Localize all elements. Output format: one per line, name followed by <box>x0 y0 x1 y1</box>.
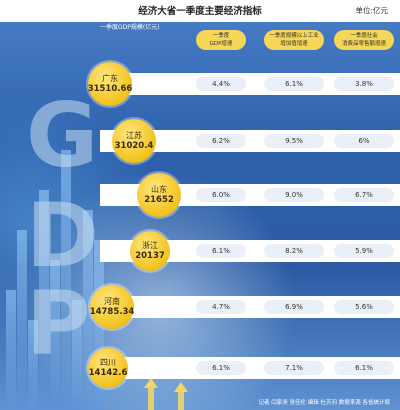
province-gdp-badge: 江苏 31020.4 <box>112 119 156 163</box>
decorative-bar <box>17 230 27 410</box>
table-row <box>100 73 400 95</box>
column-header-gdp-growth: 一季度 GDP增速 <box>196 30 246 50</box>
gdp-value: 21652 <box>144 195 174 205</box>
decorative-bar <box>50 260 60 410</box>
table-cell-gdp-growth: 6.0% <box>196 188 246 202</box>
table-cell-retail-growth: 6.7% <box>334 188 394 202</box>
province-gdp-badge: 河南 14785.34 <box>90 285 134 329</box>
province-gdp-badge: 广东 31510.66 <box>88 62 132 106</box>
table-cell-retail-growth: 5.6% <box>334 300 394 314</box>
table-cell-gdp-growth: 6.1% <box>196 361 246 375</box>
table-row <box>100 357 400 379</box>
gdp-value: 31020.4 <box>114 141 154 151</box>
province-name: 广东 <box>102 74 118 83</box>
table-cell-retail-growth: 6.1% <box>334 361 394 375</box>
gdp-value: 20137 <box>135 251 165 261</box>
background-letter-p: P <box>26 272 91 375</box>
credits-footer: 记者 闫家尧 张佳伦 编辑 杜芳羽 数据来源 各省统计局 <box>258 400 391 406</box>
province-gdp-badge: 浙江 20137 <box>130 231 170 271</box>
background-letter-g: G <box>26 84 99 187</box>
province-name: 浙江 <box>142 241 158 250</box>
table-cell-industry-growth: 7.1% <box>264 361 324 375</box>
background-letter-d: D <box>26 184 100 287</box>
table-row <box>100 130 400 152</box>
province-name: 河南 <box>104 297 120 306</box>
province-name: 山东 <box>151 185 167 194</box>
gdp-value: 14142.6 <box>88 368 128 378</box>
decorative-bar <box>6 290 16 410</box>
table-cell-gdp-growth: 6.2% <box>196 134 246 148</box>
unit-label: 单位:亿元 <box>355 6 388 15</box>
table-cell-retail-growth: 5.9% <box>334 244 394 258</box>
decorative-bar <box>61 150 71 410</box>
arrow-decoration-stem-2 <box>178 392 184 410</box>
table-cell-retail-growth: 6% <box>334 134 394 148</box>
table-row <box>100 240 400 262</box>
up-arrow-icon-2 <box>174 382 188 392</box>
table-cell-industry-growth: 6.9% <box>264 300 324 314</box>
province-name: 四川 <box>100 358 116 367</box>
table-row <box>100 296 400 318</box>
decorative-bar <box>39 190 49 410</box>
gdp-value: 31510.66 <box>87 84 133 94</box>
arrow-decoration-stem <box>148 388 154 410</box>
table-cell-gdp-growth: 6.1% <box>196 244 246 258</box>
column-header-retail-growth: 一季度社会 消费品零售额增速 <box>334 30 394 50</box>
table-cell-industry-growth: 8.2% <box>264 244 324 258</box>
province-gdp-badge: 山东 21652 <box>137 173 181 217</box>
decorative-bar <box>28 320 38 410</box>
title-band <box>0 0 400 22</box>
gdp-column-header: 一季度GDP规模(亿元) <box>100 24 160 31</box>
chart-title: 经济大省一季度主要经济指标 <box>138 6 262 17</box>
province-gdp-badge: 四川 14142.6 <box>88 348 128 388</box>
table-cell-industry-growth: 6.1% <box>264 77 324 91</box>
gdp-value: 14785.34 <box>89 307 135 317</box>
decorative-bar <box>83 210 93 410</box>
up-arrow-icon <box>144 378 158 388</box>
table-cell-industry-growth: 9.5% <box>264 134 324 148</box>
table-cell-gdp-growth: 4.7% <box>196 300 246 314</box>
table-cell-industry-growth: 9.0% <box>264 188 324 202</box>
decorative-bar <box>72 300 82 410</box>
table-cell-gdp-growth: 4.4% <box>196 77 246 91</box>
column-header-industry-growth: 一季度规模以上工业 增加值增速 <box>264 30 324 50</box>
table-cell-retail-growth: 3.8% <box>334 77 394 91</box>
province-name: 江苏 <box>126 131 142 140</box>
